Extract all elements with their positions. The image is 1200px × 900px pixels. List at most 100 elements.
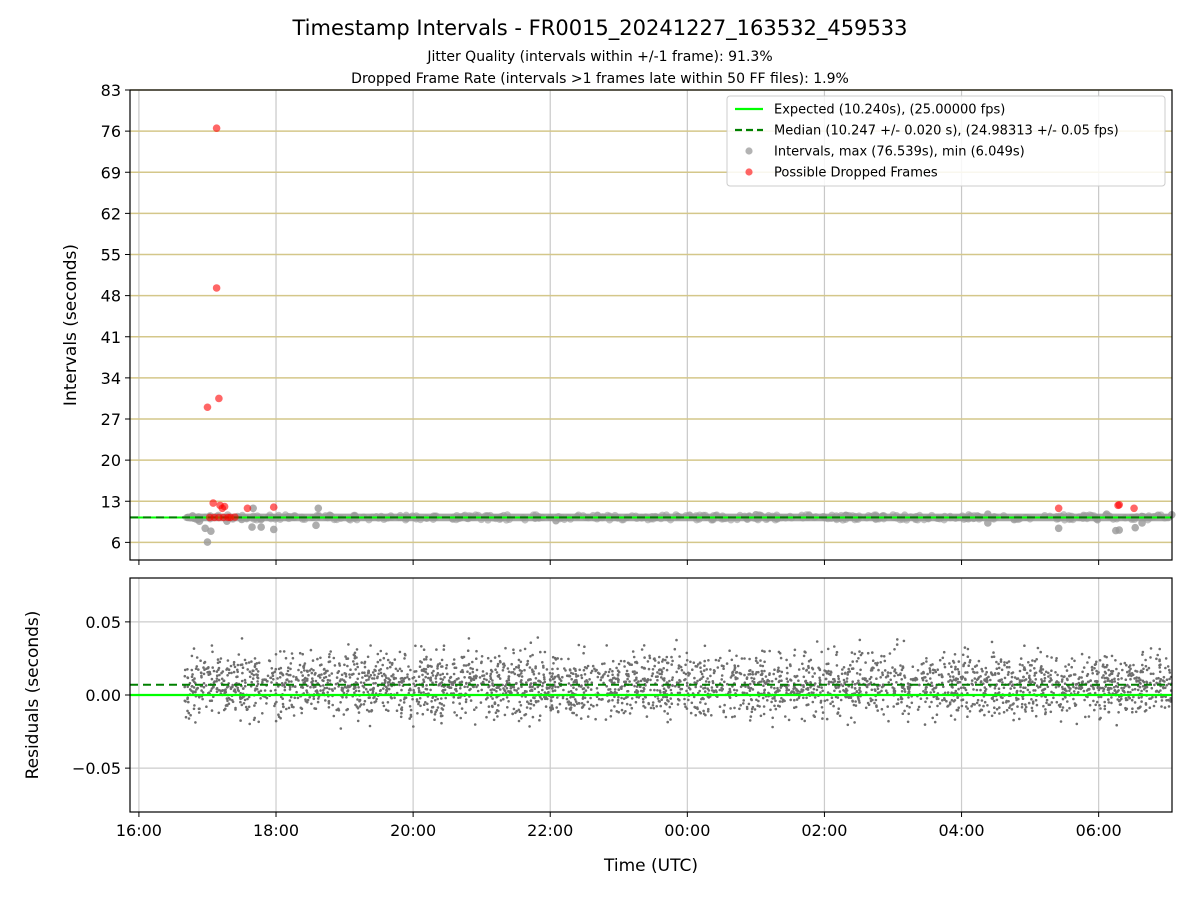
residual-point (328, 674, 331, 677)
residual-point (1031, 709, 1034, 713)
residual-point (186, 709, 189, 713)
residual-point (464, 698, 468, 701)
residual-point (1054, 686, 1058, 689)
residual-point (525, 663, 529, 667)
residual-point (498, 659, 502, 663)
residual-point (905, 704, 909, 708)
residual-point (773, 686, 776, 690)
residual-point (666, 661, 670, 665)
residual-point (556, 657, 559, 660)
residual-point (572, 695, 575, 699)
residual-point (967, 664, 970, 667)
residual-point (633, 679, 636, 682)
residual-point (464, 700, 468, 704)
residual-point (254, 701, 257, 705)
residual-point (657, 661, 660, 664)
residual-point (711, 681, 715, 685)
residual-point (385, 676, 388, 680)
residual-point (1121, 668, 1124, 672)
residual-point (430, 709, 433, 713)
residual-point (473, 723, 477, 726)
residual-point (1011, 703, 1014, 706)
residual-point (1148, 697, 1151, 700)
residual-point (1145, 680, 1148, 684)
residual-point (942, 685, 945, 689)
residual-point (586, 664, 590, 668)
residual-point (911, 665, 915, 668)
residual-point (374, 681, 377, 685)
residual-point (592, 704, 595, 708)
residual-point (928, 669, 932, 672)
top-y-tick-label: 69 (101, 163, 121, 182)
top-y-tick-label: 6 (111, 533, 121, 552)
residual-point (671, 659, 674, 663)
residual-point (468, 681, 471, 685)
bottom-y-tick-label: 0.05 (85, 613, 121, 632)
residual-point (269, 689, 273, 693)
residual-point (1033, 681, 1036, 685)
residual-point (617, 662, 621, 666)
residual-point (1136, 688, 1140, 692)
residual-point (809, 686, 812, 689)
residual-point (282, 705, 285, 708)
residual-point (556, 696, 559, 699)
residual-point (983, 679, 986, 682)
residual-point (1021, 697, 1025, 700)
residual-point (959, 686, 963, 690)
x-tick-label: 06:00 (1076, 821, 1122, 840)
residual-point (670, 678, 674, 682)
interval-point (853, 515, 861, 523)
residual-point (901, 712, 905, 715)
residual-point (529, 678, 532, 681)
interval-point (606, 512, 614, 520)
interval-outlier-point (1131, 523, 1140, 532)
residual-point (1007, 660, 1011, 663)
residual-point (827, 672, 831, 676)
residual-point (773, 697, 776, 700)
residual-point (835, 653, 838, 657)
residual-point (1065, 689, 1068, 693)
residual-point (749, 669, 752, 672)
residual-point (436, 697, 440, 701)
residual-point (635, 681, 638, 685)
residual-point (1168, 677, 1171, 681)
residual-point (1033, 674, 1036, 677)
residual-point (486, 656, 490, 660)
residual-point (569, 696, 572, 699)
residual-point (946, 691, 950, 694)
residual-point (802, 667, 805, 670)
residual-point (469, 676, 472, 679)
residual-point (770, 680, 774, 683)
residual-point (1021, 664, 1024, 667)
residual-point (589, 696, 592, 700)
residual-point (1072, 690, 1076, 693)
residual-point (328, 653, 331, 656)
legend-entry-label: Possible Dropped Frames (774, 166, 938, 181)
residual-point (997, 687, 1001, 690)
residual-point (1029, 678, 1032, 681)
residual-point (666, 712, 669, 715)
residual-point (1163, 706, 1167, 709)
residual-point (1080, 686, 1084, 689)
residual-point (935, 713, 939, 716)
residual-point (270, 667, 274, 670)
residual-point (1163, 680, 1166, 683)
residual-point (683, 702, 686, 706)
residual-point (335, 676, 339, 679)
residual-point (1093, 691, 1097, 695)
residual-point (392, 673, 395, 676)
residual-point (244, 705, 248, 709)
residual-point (222, 679, 225, 683)
residual-point (787, 718, 791, 722)
residual-point (387, 687, 391, 691)
residual-point (207, 666, 210, 669)
residual-point (923, 723, 927, 726)
residual-point (1131, 707, 1134, 710)
residual-point (1032, 689, 1035, 692)
residual-point (482, 674, 486, 677)
residual-point (573, 704, 576, 707)
residual-point (365, 708, 369, 712)
residual-point (1044, 670, 1048, 674)
residual-point (551, 687, 554, 690)
residual-point (250, 672, 254, 675)
